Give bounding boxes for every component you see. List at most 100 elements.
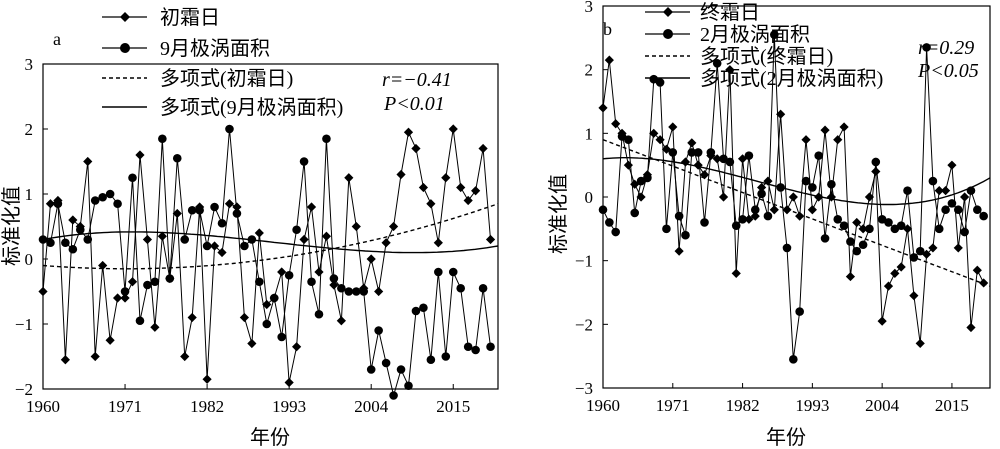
data-point-circle [605, 218, 614, 227]
data-point-circle [478, 283, 488, 293]
panel-a: a 年份 标准化值 1960 1971 1982 1993 2004 2015 −2 −1 0… [0, 6, 499, 449]
data-point-diamond [611, 119, 621, 129]
data-point-diamond [623, 160, 633, 170]
data-point-diamond [292, 342, 302, 352]
data-point-diamond [142, 234, 153, 245]
data-point-diamond [807, 205, 817, 215]
x-tick-label: 1993 [272, 397, 306, 416]
data-point-diamond [858, 224, 868, 234]
data-point-diamond [763, 176, 773, 186]
data-point-circle [655, 78, 665, 87]
y-tick-label: 2 [585, 61, 594, 80]
y-tick-label: 1 [25, 185, 34, 204]
x-tick-label: 1971 [656, 396, 690, 415]
data-point-diamond [896, 262, 906, 272]
data-point-circle [396, 365, 406, 374]
data-point-circle [448, 267, 458, 277]
data-point-diamond [598, 103, 608, 113]
data-point-diamond [366, 254, 376, 264]
data-point-diamond [306, 202, 317, 212]
data-point-circle [744, 151, 754, 160]
data-point-circle [877, 214, 887, 224]
data-point-diamond [396, 169, 406, 180]
data-point-diamond [299, 234, 309, 245]
data-point-diamond [329, 280, 339, 290]
data-point-circle [776, 183, 785, 192]
data-point-diamond [725, 65, 735, 75]
y-tick-label: 0 [25, 250, 34, 269]
data-point-diamond [351, 221, 361, 232]
data-point-diamond [478, 143, 488, 154]
data-point-diamond [217, 247, 227, 258]
data-point-circle [820, 234, 830, 243]
data-point-circle [128, 173, 137, 183]
data-point-diamond [314, 267, 324, 277]
data-point-diamond [157, 231, 167, 241]
data-point-circle [322, 134, 331, 144]
legend-label-poly-first-frost: 多项式(初霜日) [160, 67, 293, 90]
data-point-diamond [224, 199, 235, 209]
data-point-diamond [668, 122, 678, 132]
data-point-diamond [947, 160, 957, 170]
data-point-diamond [232, 202, 242, 212]
data-point-circle [757, 189, 766, 199]
data-point-circle [366, 365, 376, 374]
x-tick-label: 2015 [436, 397, 470, 416]
data-point-circle [404, 381, 413, 391]
data-point-diamond [426, 199, 436, 209]
data-point-circle [172, 153, 182, 163]
data-point-circle [979, 211, 988, 221]
data-point-diamond [418, 182, 429, 193]
data-point-circle [381, 358, 391, 368]
data-point-circle [105, 189, 115, 199]
y-tick-label: 1 [585, 124, 594, 143]
data-point-circle [299, 157, 309, 166]
data-point-diamond [463, 195, 473, 206]
data-point-diamond [731, 268, 741, 278]
legend-label-poly-feb-vortex: 多项式(2月极涡面积) [700, 67, 883, 90]
legend-label-poly-last-frost: 多项式(终霜日) [700, 45, 833, 68]
data-point-diamond [712, 154, 722, 164]
panel-b-ylabel: 标准化值 [547, 174, 570, 254]
data-point-diamond [336, 316, 346, 326]
data-point-circle [896, 221, 906, 230]
data-point-diamond [441, 173, 451, 183]
data-point-diamond [814, 192, 824, 202]
data-point-circle [150, 277, 160, 287]
data-point-circle [217, 218, 227, 228]
data-point-circle [120, 287, 130, 296]
data-point-diamond [209, 241, 220, 251]
x-tick-label: 1993 [795, 396, 829, 415]
data-point-circle [240, 241, 249, 251]
data-point-diamond [68, 215, 78, 225]
panel-a-label: a [53, 29, 61, 49]
data-point-circle [486, 342, 495, 352]
legend-label-sep-vortex: 9月极涡面积 [160, 37, 270, 60]
y-tick-label: −3 [575, 379, 593, 398]
data-point-diamond [38, 286, 48, 297]
data-point-circle [643, 173, 652, 183]
data-point-circle [344, 287, 354, 296]
data-point-diamond [769, 205, 779, 215]
data-point-diamond [172, 208, 182, 219]
data-point-circle [158, 134, 167, 144]
data-point-diamond [928, 243, 938, 253]
data-point-diamond [909, 291, 919, 301]
data-point-circle [738, 214, 747, 224]
y-tick-label: −2 [15, 380, 33, 399]
data-point-circle [966, 186, 976, 195]
data-point-circle [292, 225, 301, 235]
y-tick-label: 3 [585, 0, 594, 16]
data-point-circle [795, 307, 804, 316]
data-point-diamond [940, 186, 951, 196]
data-point-circle [973, 205, 982, 215]
data-point-circle [611, 227, 620, 237]
data-point-diamond [485, 234, 496, 245]
series-line-circle [42, 128, 491, 396]
data-point-circle [852, 246, 862, 256]
data-point-diamond [915, 338, 925, 349]
data-point-diamond [795, 211, 805, 221]
trend-line-dashed [602, 139, 991, 287]
data-point-circle [143, 280, 152, 290]
